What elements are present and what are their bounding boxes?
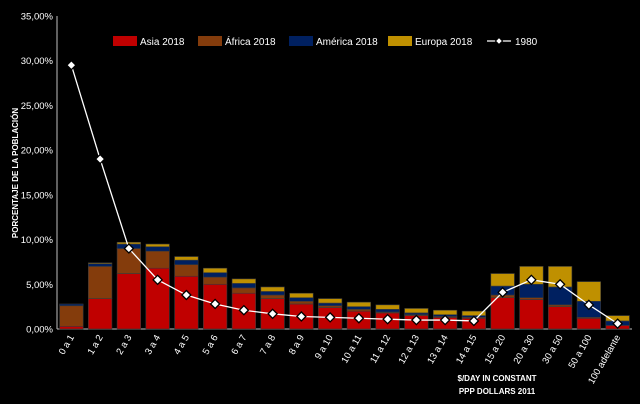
bar-segment (59, 305, 84, 327)
bar-segment (88, 263, 113, 267)
line-marker (209, 298, 221, 310)
line-marker (324, 311, 336, 323)
y-tick-label: 5,00% (26, 280, 53, 291)
line-marker (554, 278, 566, 290)
y-tick-label: 25,00% (21, 101, 54, 112)
bar-segment (88, 298, 113, 330)
y-ticks: 0,00% 5,00% 10,00% 15,00% 20,00% 25,00% 30,00%… (21, 12, 54, 336)
bar-segment (576, 317, 601, 330)
legend-marker (494, 36, 504, 46)
line-marker (583, 299, 595, 311)
bar-segment (289, 300, 314, 305)
y-tick-label: 35,00% (21, 12, 54, 23)
bar-segment (145, 243, 170, 248)
y-tick-label: 20,00% (21, 146, 54, 157)
y-axis-title-group: PORCENTAJE DE LA POBLACIÓN (11, 108, 20, 238)
bar-segment (174, 275, 199, 330)
bar-segment (203, 267, 228, 273)
bar-segment (548, 306, 573, 330)
y-tick-label: 0,00% (26, 325, 53, 336)
bar-segment (145, 250, 170, 269)
legend-swatch (388, 36, 412, 46)
line-marker (439, 314, 451, 326)
legend-swatch (113, 36, 137, 46)
line-marker (410, 314, 422, 326)
bar-segment (346, 301, 371, 307)
bar-segment (116, 273, 141, 330)
bar-segment (260, 291, 285, 296)
line-series (65, 59, 624, 330)
line-marker (353, 312, 365, 324)
y-axis-title: PORCENTAJE DE LA POBLACIÓN (11, 108, 20, 238)
line-marker (238, 304, 250, 316)
line-marker (497, 286, 509, 298)
bar-segment (174, 256, 199, 261)
bar-segment (519, 283, 544, 298)
bar-segment (490, 273, 515, 287)
line-marker (180, 289, 192, 301)
bar-segment (203, 272, 228, 278)
bar-segment (375, 309, 400, 313)
bar-segment (174, 259, 199, 265)
bar-segment (375, 304, 400, 310)
y-tick-label: 10,00% (21, 235, 54, 246)
legend: Asia 2018 África 2018 América 2018 Europa 2… (113, 35, 538, 48)
line-marker (382, 313, 394, 325)
x-axis-title-line1: $/DAY IN CONSTANT (458, 374, 537, 383)
legend-label: África 2018 (225, 35, 276, 48)
bar-segment (318, 302, 343, 307)
bar-segment (346, 306, 371, 310)
bar-segment (231, 278, 256, 284)
legend-label: 1980 (515, 37, 538, 48)
bar-segment (289, 292, 314, 299)
line-marker (123, 243, 135, 254)
legend-swatch (198, 36, 222, 46)
line-marker (468, 315, 480, 327)
line-marker (267, 308, 279, 320)
bar-segment (231, 287, 256, 294)
bar-segment (490, 297, 515, 330)
y-tick-label: 30,00% (21, 56, 54, 67)
line-marker (65, 59, 77, 71)
bar-segment (88, 262, 113, 265)
bar-segment (174, 264, 199, 277)
bar-segment (231, 283, 256, 289)
legend-label: América 2018 (316, 37, 378, 48)
bar-segment (519, 299, 544, 330)
line-marker (525, 274, 537, 286)
bar-segment (59, 303, 84, 307)
bar-segment (260, 294, 285, 299)
line-1980 (70, 64, 618, 325)
y-tick-label: 15,00% (21, 190, 54, 201)
bar-segment (289, 297, 314, 302)
bar-segment (433, 309, 458, 315)
bar-segment (260, 286, 285, 292)
bar-segment (88, 266, 113, 299)
line-marker (94, 153, 106, 165)
bar-segment (59, 326, 84, 330)
line-marker (612, 318, 624, 330)
bar-segment (404, 308, 429, 314)
legend-label: Asia 2018 (140, 37, 185, 48)
x-axis-title-line2: PPP DOLLARS 2011 (459, 387, 536, 396)
bar-segment (318, 298, 343, 304)
bar-segment (145, 246, 170, 252)
bar-segment (203, 276, 228, 285)
line-marker (295, 311, 307, 322)
legend-label: Europa 2018 (415, 37, 473, 48)
line-marker (152, 274, 164, 286)
legend-swatch (289, 36, 313, 46)
